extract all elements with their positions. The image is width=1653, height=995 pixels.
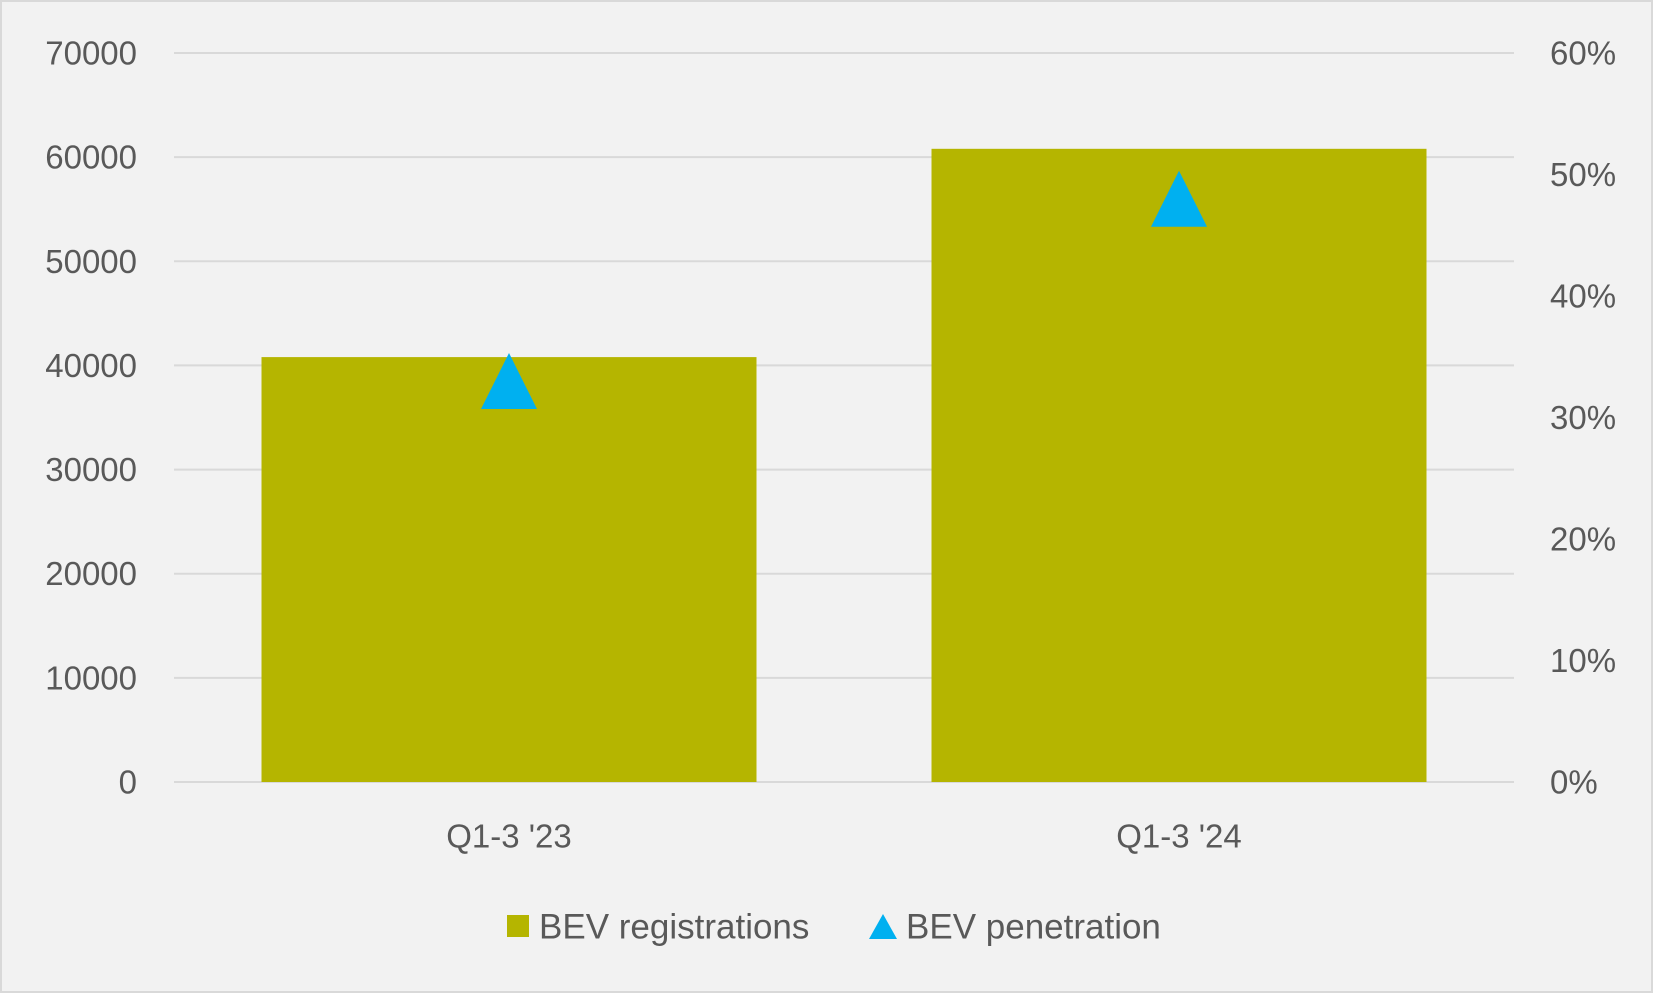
legend-swatch-bar xyxy=(507,915,529,937)
left-tick-label: 50000 xyxy=(45,243,137,280)
right-tick-label: 50% xyxy=(1550,156,1616,193)
left-tick-label: 10000 xyxy=(45,659,137,696)
x-axis: Q1-3 '23 Q1-3 '24 xyxy=(446,818,1242,855)
bar-series-bev-registrations xyxy=(261,148,1427,783)
x-tick-label: Q1-3 '23 xyxy=(446,818,572,855)
left-tick-label: 30000 xyxy=(45,451,137,488)
right-tick-label: 20% xyxy=(1550,521,1616,558)
left-tick-label: 70000 xyxy=(45,35,137,72)
x-tick-label: Q1-3 '24 xyxy=(1116,818,1242,855)
marker-series-bev-penetration xyxy=(481,170,1207,410)
right-tick-label: 60% xyxy=(1550,35,1616,72)
left-tick-label: 20000 xyxy=(45,555,137,592)
left-y-axis: 0 10000 20000 30000 40000 50000 60000 70000 xyxy=(45,35,137,801)
legend-triangle-icon xyxy=(869,914,897,939)
right-tick-label: 40% xyxy=(1550,278,1616,315)
triangle-marker-1 xyxy=(481,353,537,410)
left-tick-label: 0 xyxy=(119,764,137,801)
bar-1 xyxy=(261,357,757,782)
legend-label-bev-penetration: BEV penetration xyxy=(906,908,1161,947)
right-tick-label: 0% xyxy=(1550,764,1598,801)
left-tick-label: 60000 xyxy=(45,139,137,176)
left-tick-label: 40000 xyxy=(45,347,137,384)
legend-label-bev-registrations: BEV registrations xyxy=(539,908,809,947)
triangle-marker-2 xyxy=(1151,170,1207,227)
right-tick-label: 30% xyxy=(1550,399,1616,436)
right-tick-label: 10% xyxy=(1550,642,1616,679)
bar-2 xyxy=(931,148,1427,783)
legend: BEV registrations BEV penetration xyxy=(507,908,1161,947)
right-y-axis: 0% 10% 20% 30% 40% 50% 60% xyxy=(1550,35,1616,801)
